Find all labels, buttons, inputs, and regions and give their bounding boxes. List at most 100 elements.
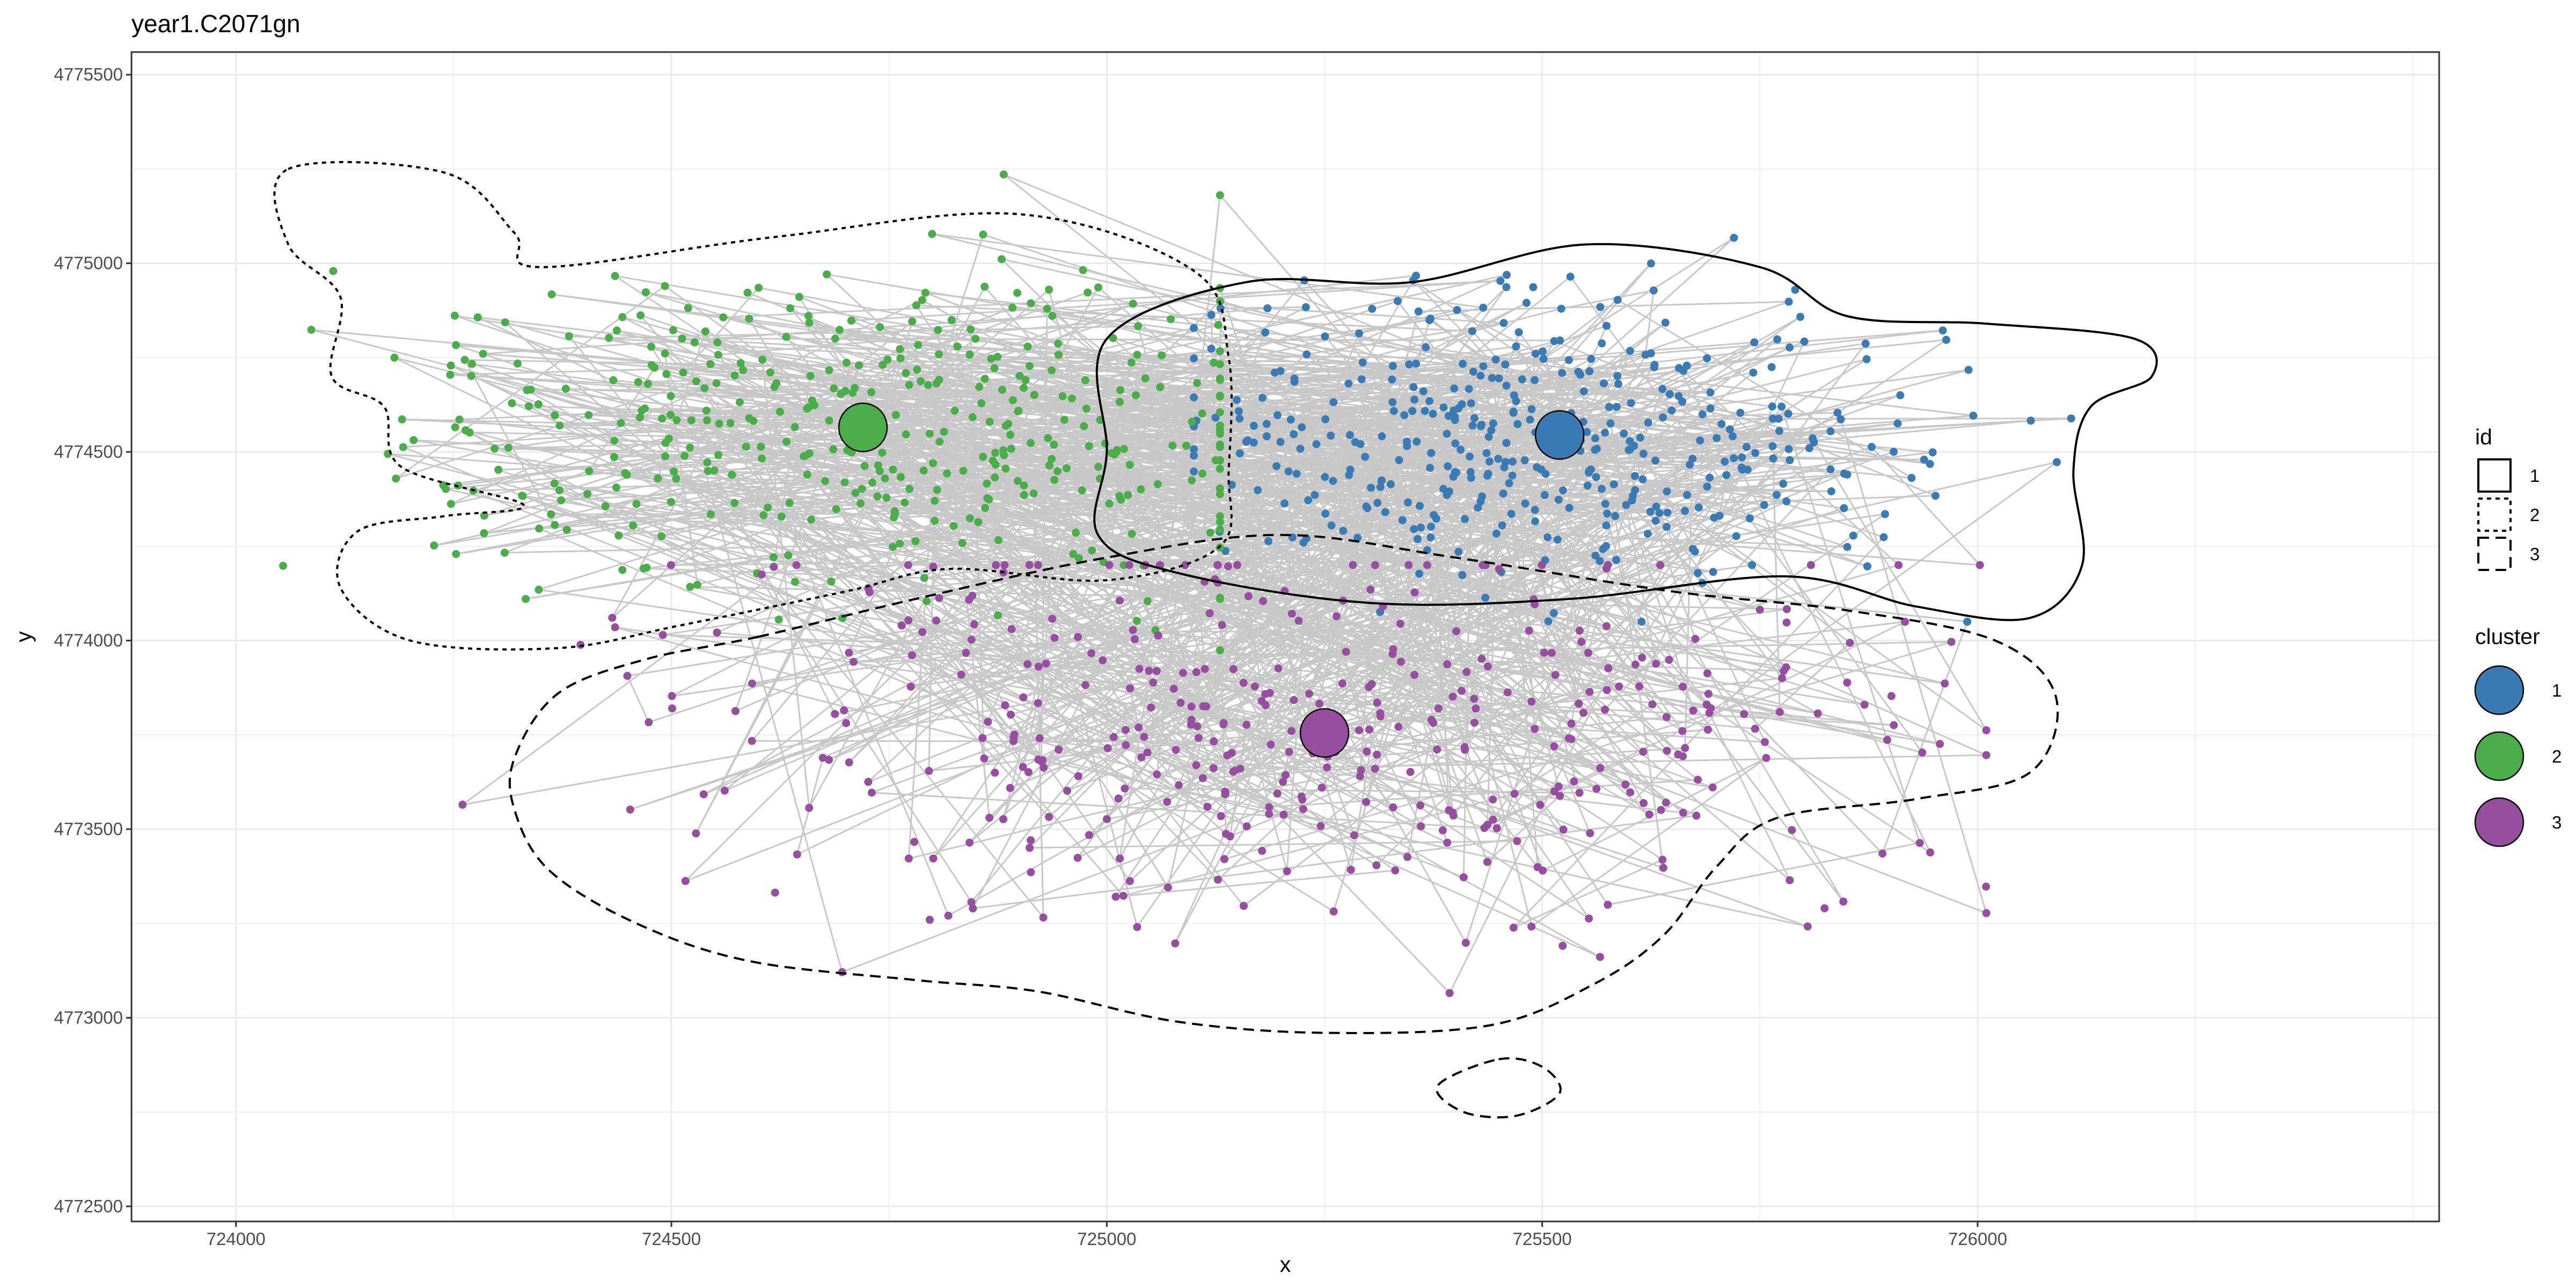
location-point-cluster-1	[1508, 471, 1517, 480]
location-point-cluster-3	[1472, 704, 1480, 713]
location-point-cluster-2	[890, 513, 898, 522]
location-point-cluster-1	[1614, 379, 1622, 388]
location-point-cluster-2	[997, 255, 1006, 264]
location-point-cluster-3	[1265, 810, 1274, 818]
path-segment	[1414, 675, 1454, 813]
location-point-cluster-2	[825, 366, 833, 375]
y-tick-label: 4773500	[54, 819, 123, 839]
location-point-cluster-2	[999, 446, 1007, 455]
location-point-cluster-2	[686, 583, 694, 591]
location-point-cluster-1	[1459, 360, 1467, 368]
location-point-cluster-1	[1611, 512, 1620, 521]
location-point-cluster-3	[1434, 704, 1443, 713]
location-point-cluster-1	[1233, 396, 1241, 404]
location-point-cluster-1	[1312, 440, 1321, 449]
location-point-cluster-1	[1496, 276, 1505, 285]
location-point-cluster-1	[1273, 411, 1282, 420]
location-point-cluster-2	[1013, 477, 1022, 485]
location-point-cluster-2	[1129, 299, 1137, 308]
location-point-cluster-2	[1125, 460, 1134, 469]
location-point-cluster-3	[1477, 655, 1486, 663]
location-point-cluster-2	[611, 272, 619, 280]
location-point-cluster-1	[1931, 492, 1940, 500]
location-point-cluster-1	[1351, 438, 1359, 447]
location-point-cluster-3	[1492, 824, 1501, 832]
location-point-cluster-2	[873, 492, 882, 501]
location-point-cluster-3	[985, 814, 994, 822]
location-point-cluster-3	[1102, 815, 1111, 823]
path-segment	[1087, 291, 1743, 458]
location-point-cluster-3	[1226, 832, 1234, 840]
location-point-cluster-2	[557, 496, 565, 504]
location-point-cluster-2	[1078, 486, 1086, 495]
location-point-cluster-3	[1681, 744, 1689, 752]
location-point-cluster-3	[925, 916, 934, 924]
location-point-cluster-2	[1053, 467, 1062, 475]
location-point-cluster-2	[1216, 512, 1224, 521]
location-point-cluster-3	[1645, 810, 1653, 819]
location-point-cluster-3	[1172, 745, 1180, 754]
location-point-cluster-3	[1329, 907, 1338, 916]
location-point-cluster-2	[647, 342, 655, 351]
location-point-cluster-1	[1738, 453, 1746, 462]
location-point-cluster-1	[1298, 423, 1306, 431]
location-point-cluster-3	[1210, 737, 1218, 745]
path-segment	[613, 379, 1400, 461]
location-point-cluster-3	[1323, 763, 1331, 772]
location-point-cluster-2	[684, 304, 692, 312]
location-point-cluster-1	[1378, 432, 1386, 441]
location-point-cluster-1	[1826, 465, 1835, 473]
x-tick-label: 725000	[1077, 1229, 1136, 1249]
location-point-cluster-1	[1749, 368, 1758, 377]
location-point-cluster-3	[1074, 633, 1082, 641]
location-point-cluster-1	[1453, 306, 1461, 314]
location-point-cluster-1	[1601, 500, 1609, 508]
location-point-cluster-1	[1602, 321, 1611, 330]
path-segment	[1587, 504, 1627, 653]
location-point-cluster-1	[1321, 415, 1330, 423]
location-point-cluster-1	[1833, 408, 1842, 417]
location-point-cluster-3	[825, 756, 833, 764]
location-point-cluster-3	[1171, 939, 1180, 948]
path-segment	[932, 471, 1195, 859]
location-point-cluster-3	[1982, 882, 1990, 891]
location-point-cluster-3	[944, 911, 953, 920]
location-point-cluster-1	[1458, 571, 1467, 580]
location-point-cluster-3	[1470, 719, 1479, 727]
location-point-cluster-2	[1110, 450, 1118, 459]
location-point-cluster-3	[1145, 667, 1153, 675]
location-point-cluster-2	[701, 327, 709, 336]
location-point-cluster-3	[1153, 770, 1161, 779]
location-point-cluster-3	[1026, 844, 1034, 852]
location-point-cluster-1	[1624, 445, 1633, 454]
location-point-cluster-3	[867, 788, 876, 797]
location-point-cluster-3	[1258, 847, 1267, 855]
location-point-cluster-1	[1353, 533, 1362, 542]
location-point-cluster-3	[1438, 826, 1447, 835]
location-point-cluster-2	[883, 355, 892, 364]
path-segment	[1001, 258, 1475, 723]
location-point-cluster-3	[1659, 863, 1667, 872]
path-segment	[1220, 488, 1832, 492]
location-point-cluster-1	[1491, 355, 1500, 364]
location-point-cluster-2	[1063, 464, 1071, 473]
location-point-cluster-3	[1448, 692, 1457, 701]
location-point-cluster-1	[1526, 415, 1534, 424]
location-point-cluster-3	[1483, 858, 1491, 866]
location-point-cluster-1	[1451, 439, 1460, 448]
path-segment	[1719, 459, 1790, 517]
location-point-cluster-3	[1656, 561, 1665, 569]
location-point-cluster-2	[583, 489, 592, 498]
location-point-cluster-1	[1249, 421, 1258, 430]
location-point-cluster-2	[786, 304, 794, 312]
location-point-cluster-3	[1585, 914, 1593, 923]
path-segment	[1085, 684, 1713, 788]
location-point-cluster-1	[1558, 486, 1567, 495]
location-point-cluster-2	[307, 326, 316, 334]
y-tick-label: 4775000	[54, 253, 123, 273]
centroid-cluster-2	[838, 402, 888, 452]
path-segment	[1454, 443, 1667, 718]
path-segment	[1470, 420, 2031, 473]
location-point-cluster-3	[1883, 736, 1892, 744]
path-segment	[998, 539, 1207, 707]
